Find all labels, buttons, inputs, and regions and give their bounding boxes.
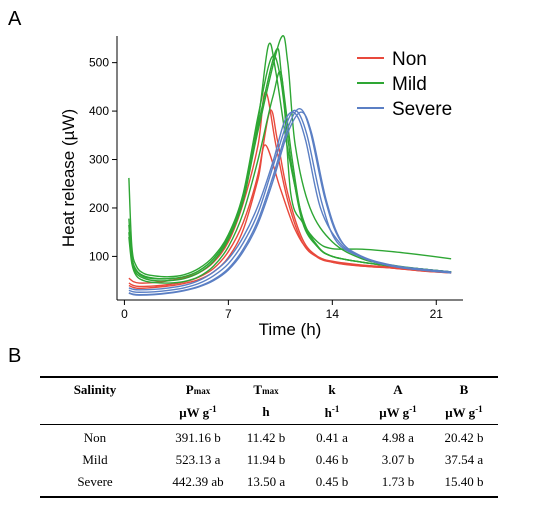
- table-cell: Non: [83, 430, 107, 445]
- table-cell: 4.98 a: [382, 430, 414, 445]
- table-cell: 11.42 b: [246, 430, 286, 445]
- table-bottom-rule: [40, 496, 498, 498]
- table-cell: 391.16 b: [175, 430, 221, 445]
- series-non-trace-3: [128, 144, 452, 290]
- table-cell: Severe: [77, 474, 113, 489]
- x-tick-label: 14: [326, 307, 340, 321]
- y-tick-label: 100: [89, 249, 109, 263]
- table-unit-3: h-1: [324, 404, 340, 420]
- chart-axes: 0 7 14 21 100 200 300 400 500 Time (h) Heat releas…: [59, 36, 463, 339]
- table-cell: 11.94 b: [246, 452, 286, 467]
- x-axis-label: Time (h): [259, 320, 322, 339]
- y-axis-label: Heat release (µW): [59, 109, 78, 247]
- table-cell: 1.73 b: [381, 474, 415, 489]
- series-mild-trace-3: [128, 35, 452, 282]
- table-header-2: Tmax: [253, 382, 279, 397]
- legend-label-severe: Severe: [392, 99, 452, 120]
- table-header-3: k: [328, 382, 336, 397]
- table-header-1: Pmax: [185, 382, 211, 397]
- y-tick-label: 300: [89, 153, 109, 167]
- table-cell: 0.41 a: [316, 430, 348, 445]
- table-unit-4: μW g-1: [379, 404, 417, 420]
- panel-b-label: B: [8, 345, 22, 367]
- series-non-trace-1: [128, 109, 452, 288]
- y-tick-label: 500: [89, 56, 109, 70]
- legend-label-mild: Mild: [392, 74, 427, 95]
- table-header-5: B: [459, 382, 469, 397]
- chart-legend: Non Mild Severe: [357, 49, 452, 120]
- y-tick-label: 400: [89, 104, 109, 118]
- table-cell: 523.13 a: [175, 452, 221, 467]
- heat-release-chart: 0 7 14 21 100 200 300 400 500 Time (h) Heat releas…: [59, 35, 463, 339]
- chart-traces: [128, 35, 452, 296]
- table-unit-5: μW g-1: [445, 404, 483, 420]
- table-cell: 3.07 b: [381, 452, 415, 467]
- series-severe-trace-4: [128, 111, 452, 291]
- legend-label-non: Non: [392, 49, 427, 70]
- table-cell: 20.42 b: [444, 430, 484, 445]
- table-cell: 37.54 a: [444, 452, 484, 467]
- table-cell: 13.50 a: [246, 474, 286, 489]
- table-cell: 15.40 b: [444, 474, 484, 489]
- panel-a-label: A: [8, 8, 22, 30]
- table-header-rule: [40, 424, 498, 425]
- x-tick-label: 0: [121, 307, 128, 321]
- x-tick-label: 7: [225, 307, 232, 321]
- table-cell: Mild: [82, 452, 108, 467]
- table-cell: 0.46 b: [315, 452, 349, 467]
- y-tick-label: 200: [89, 201, 109, 215]
- table-unit-1: μW g-1: [179, 404, 217, 420]
- table-header-0: Salinity: [73, 382, 117, 397]
- table-cell: 442.39 ab: [172, 474, 224, 489]
- table-header-4: A: [393, 382, 403, 397]
- table-cell: 0.45 b: [315, 474, 349, 489]
- x-tick-label: 21: [430, 307, 444, 321]
- table-top-rule: [40, 376, 498, 378]
- table-unit-2: h: [262, 404, 270, 419]
- series-mild-trace-4: [128, 42, 452, 280]
